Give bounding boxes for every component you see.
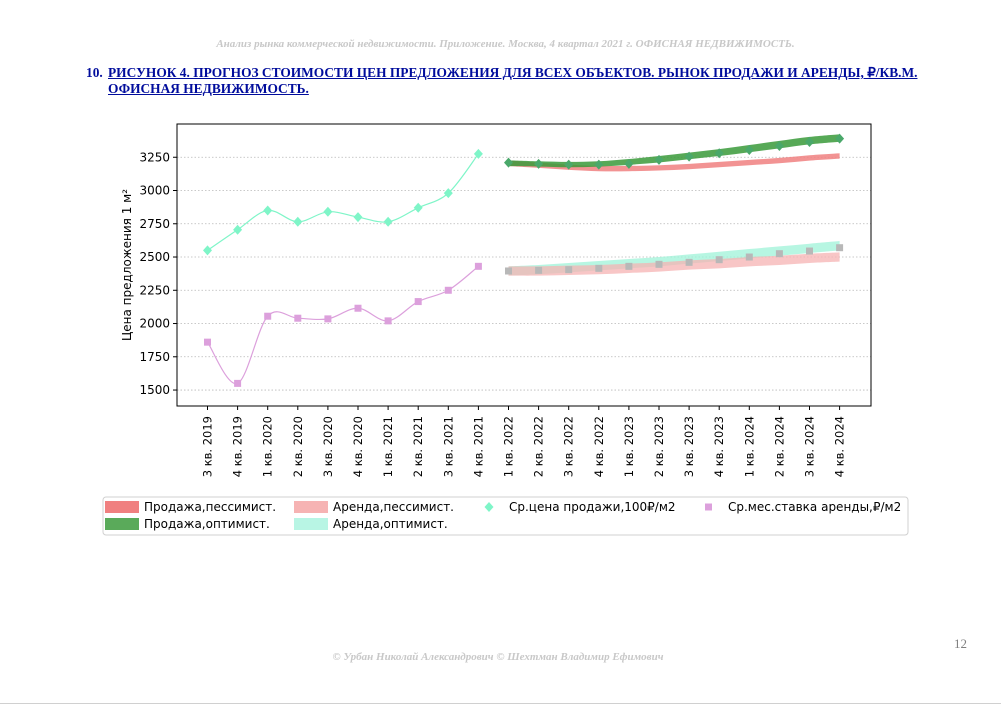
x-tick-label: 3 кв. 2019 — [201, 416, 215, 477]
data-point-square — [595, 264, 603, 272]
data-point-square — [204, 338, 211, 346]
y-tick-label: 1500 — [139, 383, 170, 397]
data-point-square — [324, 315, 332, 323]
y-tick-label: 3250 — [139, 150, 170, 164]
legend-swatch — [294, 518, 328, 530]
legend-label: Продажа,пессимист. — [144, 500, 276, 514]
x-tick-label: 4 кв. 2019 — [231, 416, 245, 477]
y-tick-label: 2250 — [139, 283, 170, 297]
data-point-diamond — [293, 216, 303, 227]
page-divider — [0, 703, 1001, 704]
x-tick-label: 1 кв. 2020 — [261, 416, 275, 477]
figure-title: 10. РИСУНОК 4. ПРОГНОЗ СТОИМОСТИ ЦЕН ПРЕ… — [86, 65, 936, 97]
data-point-square — [535, 266, 543, 274]
legend-swatch — [105, 518, 139, 530]
data-point-diamond — [835, 133, 845, 144]
data-point-diamond — [564, 159, 574, 170]
data-point-square — [354, 304, 362, 312]
figure-title-text: РИСУНОК 4. ПРОГНОЗ СТОИМОСТИ ЦЕН ПРЕДЛОЖ… — [108, 65, 918, 96]
data-point-diamond — [233, 224, 243, 235]
data-point-diamond — [413, 202, 423, 213]
data-point-diamond — [353, 212, 363, 223]
data-point-square — [414, 298, 422, 306]
legend-label: Аренда,пессимист. — [333, 500, 454, 514]
y-tick-label: 1750 — [139, 350, 170, 364]
x-tick-label: 2 кв. 2023 — [652, 416, 666, 477]
legend-swatch — [105, 501, 139, 513]
y-axis-label: Цена предложения 1 м² — [120, 189, 134, 341]
x-tick-label: 3 кв. 2020 — [321, 416, 335, 477]
x-tick-label: 1 кв. 2021 — [381, 416, 395, 477]
y-tick-label: 3000 — [139, 184, 170, 198]
data-point-square — [715, 256, 723, 264]
x-tick-label: 2 кв. 2021 — [411, 416, 425, 477]
y-tick-label: 2500 — [139, 250, 170, 264]
data-point-square — [806, 247, 813, 255]
x-tick-label: 2 кв. 2024 — [772, 416, 786, 477]
data-point-diamond — [203, 245, 212, 256]
data-point-square — [565, 266, 573, 274]
x-tick-label: 3 кв. 2022 — [562, 416, 576, 477]
y-tick-label: 2000 — [139, 317, 170, 331]
data-point-diamond — [774, 140, 784, 151]
data-point-square — [685, 258, 693, 266]
series-line — [207, 153, 479, 251]
legend-swatch — [294, 501, 328, 513]
data-point-diamond — [263, 205, 273, 216]
data-point-square — [444, 286, 452, 294]
data-point-diamond — [594, 159, 604, 170]
data-point-diamond — [684, 151, 694, 162]
data-point-diamond — [504, 157, 513, 168]
series-line — [206, 265, 479, 384]
legend-swatch — [705, 503, 712, 511]
document-footer: © Урбан Николай Александрович © Шехтман … — [332, 651, 664, 663]
x-tick-label: 4 кв. 2024 — [833, 416, 847, 477]
forecast-band — [508, 252, 840, 276]
data-point-square — [775, 250, 783, 258]
legend-label: Продажа,оптимист. — [144, 517, 270, 531]
data-point-square — [384, 317, 392, 325]
data-point-diamond — [624, 158, 634, 169]
legend-label: Аренда,оптимист. — [333, 517, 448, 531]
data-point-diamond — [654, 154, 664, 165]
x-tick-label: 1 кв. 2022 — [502, 416, 516, 477]
data-point-diamond — [443, 188, 453, 199]
data-point-square — [234, 379, 242, 387]
x-tick-label: 2 кв. 2022 — [532, 416, 546, 477]
data-point-diamond — [473, 148, 483, 159]
x-tick-label: 2 кв. 2020 — [291, 416, 305, 477]
data-point-diamond — [744, 144, 754, 155]
x-tick-label: 1 кв. 2023 — [622, 416, 636, 477]
data-point-diamond — [805, 136, 814, 147]
legend-label: Ср.мес.ставка аренды,₽/м2 — [728, 500, 901, 514]
data-point-square — [264, 312, 272, 320]
x-tick-label: 1 кв. 2024 — [742, 416, 756, 477]
data-point-diamond — [323, 206, 333, 217]
figure-number: 10. — [86, 65, 103, 80]
x-tick-label: 4 кв. 2023 — [712, 416, 726, 477]
data-point-square — [745, 253, 753, 261]
page-number: 12 — [954, 636, 967, 651]
data-point-square — [505, 267, 512, 275]
legend-swatch — [484, 502, 494, 512]
data-point-square — [625, 262, 633, 270]
x-tick-label: 4 кв. 2021 — [471, 416, 485, 477]
legend-label: Ср.цена продажи,100₽/м2 — [509, 500, 676, 514]
x-tick-label: 4 кв. 2022 — [592, 416, 606, 477]
x-tick-label: 4 кв. 2020 — [351, 416, 365, 477]
data-point-square — [836, 244, 844, 252]
data-point-diamond — [383, 216, 393, 227]
data-point-square — [655, 260, 663, 268]
y-tick-label: 2750 — [139, 217, 170, 231]
x-tick-label: 3 кв. 2023 — [682, 416, 696, 477]
plot-frame — [176, 123, 872, 407]
data-point-diamond — [714, 148, 724, 159]
document-header: Анализ рынка коммерческой недвижимости. … — [216, 38, 795, 50]
data-point-square — [474, 262, 482, 270]
x-tick-label: 3 кв. 2024 — [803, 416, 817, 477]
data-point-square — [294, 314, 302, 322]
x-tick-label: 3 кв. 2021 — [441, 416, 455, 477]
data-point-diamond — [534, 158, 544, 169]
